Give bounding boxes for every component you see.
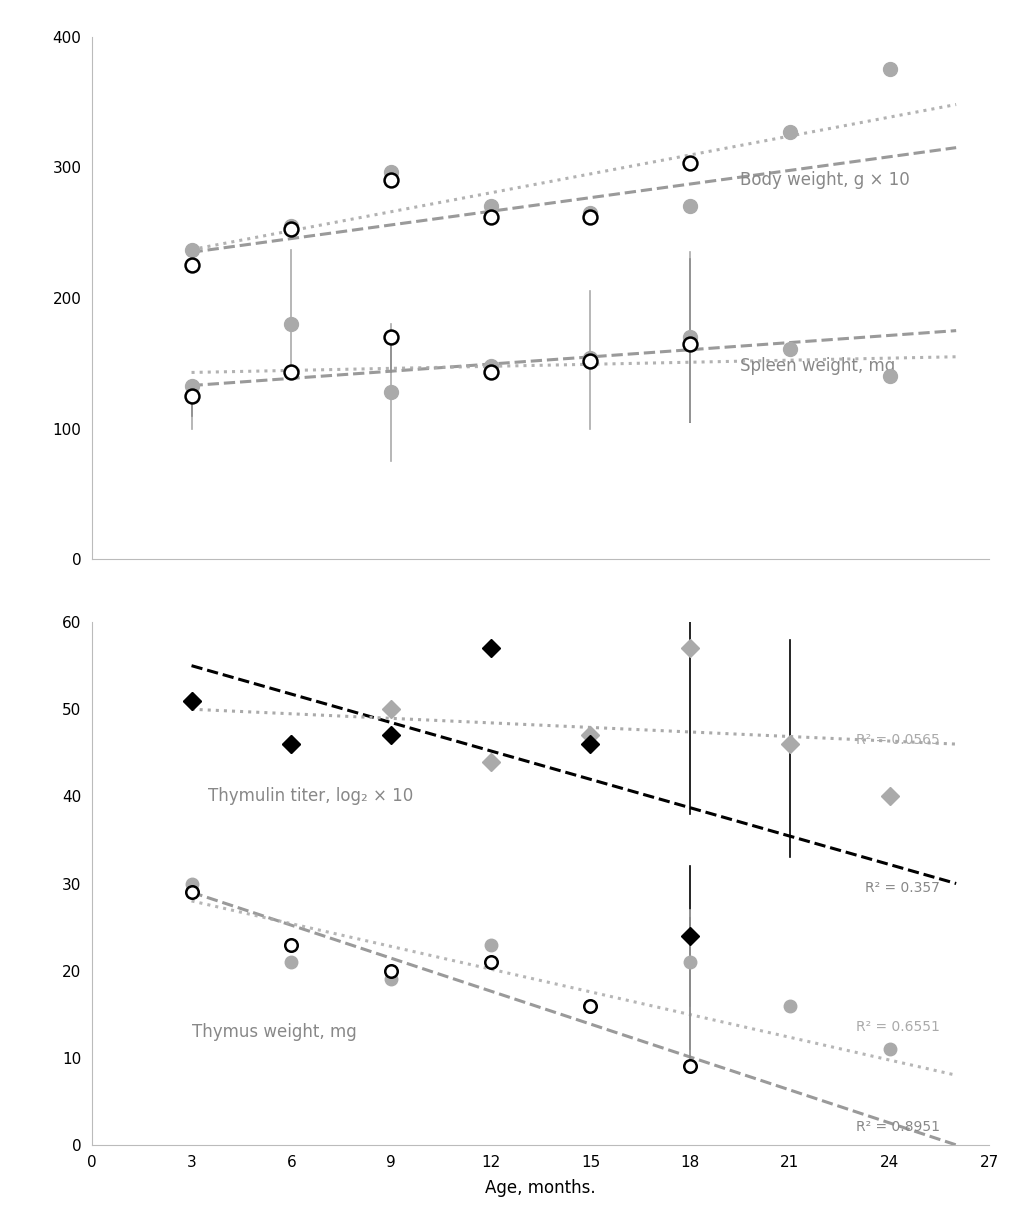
Text: Thymulin titer, log₂ × 10: Thymulin titer, log₂ × 10 [208,787,413,805]
Text: R² = 0.8951: R² = 0.8951 [855,1121,938,1134]
X-axis label: Age, months.: Age, months. [485,1179,595,1196]
Text: Body weight, g × 10: Body weight, g × 10 [740,172,909,189]
Text: Spleen weight, mg: Spleen weight, mg [740,357,895,375]
Text: Thymus weight, mg: Thymus weight, mg [192,1023,356,1040]
Text: R² = 0.357: R² = 0.357 [864,881,938,895]
Text: R² = 0.6551: R² = 0.6551 [855,1021,938,1034]
Text: R² = 0.0565: R² = 0.0565 [855,733,938,747]
